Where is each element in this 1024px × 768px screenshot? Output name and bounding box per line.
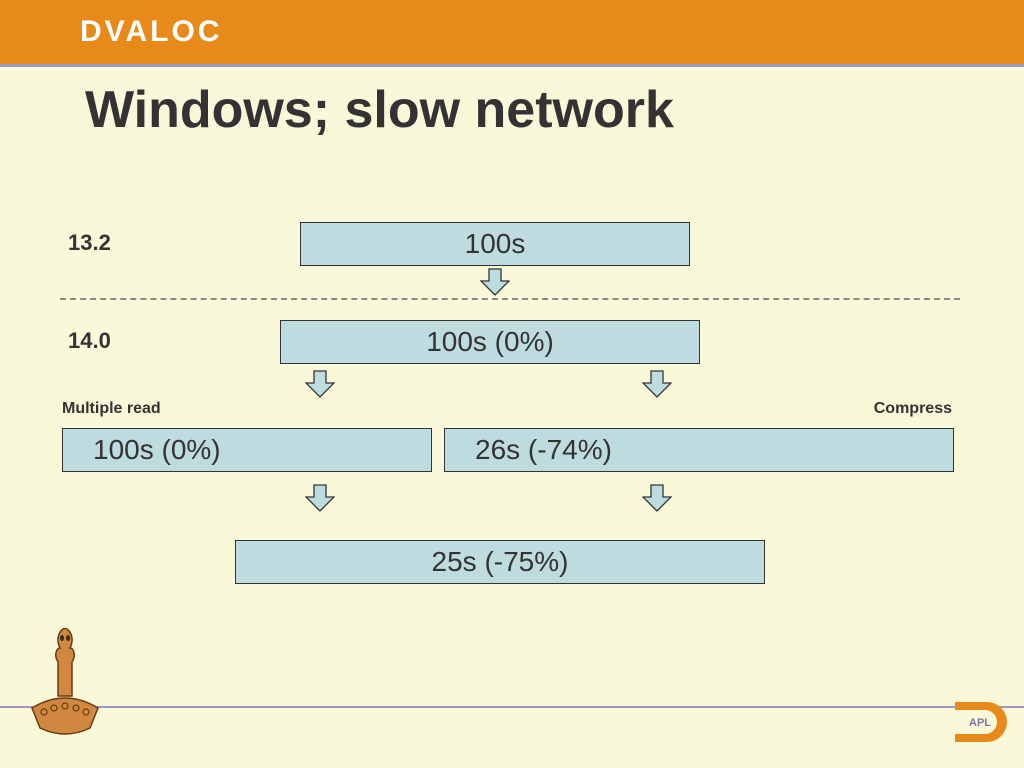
box-right: 26s (-74%)	[444, 428, 954, 472]
footer-line	[0, 706, 1024, 708]
label-compress: Compress	[874, 400, 952, 418]
slide-title: Windows; slow network	[85, 80, 674, 140]
ship-icon	[30, 628, 100, 738]
arrow-1	[480, 268, 510, 296]
box-right-text: 26s (-74%)	[475, 434, 612, 466]
dashed-divider	[60, 298, 960, 300]
svg-text:APL: APL	[969, 717, 991, 729]
arrow-3-right	[642, 484, 672, 512]
box-top-text: 100s	[465, 228, 526, 260]
arrow-2-right	[642, 370, 672, 398]
label-14-0: 14.0	[68, 328, 111, 354]
dyalog-logo: DVALOC	[80, 15, 222, 49]
header-bar: DVALOC	[0, 0, 1024, 64]
box-bottom-text: 25s (-75%)	[432, 546, 569, 578]
box-second: 100s (0%)	[280, 320, 700, 364]
arrow-2-left	[305, 370, 335, 398]
box-top: 100s	[300, 222, 690, 266]
header-underline	[0, 64, 1024, 67]
label-multiple-read: Multiple read	[62, 400, 161, 418]
apl-logo-icon: APL	[949, 694, 1009, 748]
slide: DVALOC Windows; slow network 13.2 14.0 M…	[0, 0, 1024, 768]
box-bottom: 25s (-75%)	[235, 540, 765, 584]
box-left: 100s (0%)	[62, 428, 432, 472]
arrow-3-left	[305, 484, 335, 512]
box-left-text: 100s (0%)	[93, 434, 221, 466]
label-13-2: 13.2	[68, 230, 111, 256]
box-second-text: 100s (0%)	[426, 326, 554, 358]
